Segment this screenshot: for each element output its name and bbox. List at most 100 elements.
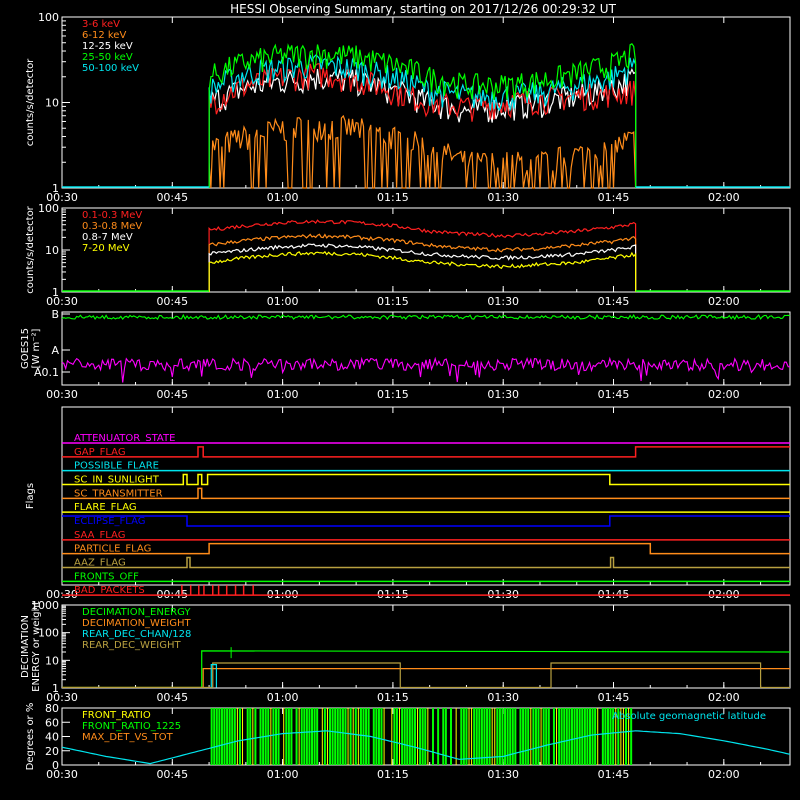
flags-label-5: SC_TRANSMITTER bbox=[74, 488, 163, 499]
high_energy_rates-legend-entry: 0.3-0.8 MeV bbox=[82, 221, 142, 232]
ratios-y-tick-label: 80 bbox=[45, 702, 59, 715]
high_energy_rates-series-3-line bbox=[208, 243, 637, 292]
ratios-y-tick-label: 20 bbox=[45, 745, 59, 758]
flags-label-9: PARTICLE_FLAG bbox=[74, 544, 151, 555]
flags-label-2: GAP_FLAG bbox=[74, 447, 126, 458]
low_energy_rates-x-tick-label: 01:00 bbox=[267, 191, 299, 204]
decimation-x-tick-label: 01:00 bbox=[267, 691, 299, 704]
figure-title: HESSI Observing Summary, starting on 201… bbox=[230, 2, 616, 16]
flags-trace-10 bbox=[62, 556, 790, 569]
flags-trace-4 bbox=[62, 473, 790, 486]
decimation-y-tick-label: 10 bbox=[45, 654, 59, 667]
goes15-series-1-line bbox=[61, 313, 791, 321]
flags-label-10: AAZ_FLAG bbox=[74, 558, 126, 569]
high_energy_rates-y-tick-label: 10 bbox=[45, 244, 59, 257]
high_energy_rates-series-2-line bbox=[208, 233, 637, 292]
high_energy_rates-series-4-line bbox=[208, 250, 637, 292]
high_energy_rates-y-tick-label: 100 bbox=[38, 202, 59, 215]
low_energy_rates-y-label: counts/s/detector bbox=[25, 58, 36, 146]
low_energy_rates-x-tick-label: 00:45 bbox=[156, 191, 188, 204]
flags-trace-7 bbox=[62, 515, 790, 527]
ratios-x-tick-label: 01:15 bbox=[377, 768, 409, 781]
ratios-latitude-label: Absolute geomagnetic latitude bbox=[612, 711, 766, 722]
decimation-x-tick-label: 01:15 bbox=[377, 691, 409, 704]
ratios-y-label: Degrees or % bbox=[25, 703, 36, 771]
decimation-legend-entry: DECIMATION_ENERGY bbox=[82, 607, 191, 618]
goes15-y-label: [W m⁻²] bbox=[31, 328, 42, 368]
high_energy_rates-legend-entry: 0.1-0.3 MeV bbox=[82, 210, 142, 221]
decimation-y-label: ENERGY or weight bbox=[31, 601, 42, 692]
ratios-x-tick-label: 00:30 bbox=[46, 768, 78, 781]
decimation-x-tick-label: 00:45 bbox=[156, 691, 188, 704]
flags-y-label: Flags bbox=[25, 483, 36, 509]
low_energy_rates-series-3-line bbox=[208, 67, 637, 188]
high_energy_rates-x-tick-label: 02:00 bbox=[708, 295, 740, 308]
low_energy_rates-y-tick-label: 100 bbox=[38, 11, 59, 24]
high_energy_rates-y-label: counts/s/detector bbox=[25, 205, 36, 293]
low_energy_rates-x-tick-label: 01:15 bbox=[377, 191, 409, 204]
decimation-legend-entry: REAR_DEC_CHAN/128 bbox=[82, 629, 191, 640]
ratios-y-tick-label: 0 bbox=[52, 759, 59, 772]
flags-label-11: FRONTS_OFF bbox=[74, 571, 139, 582]
flags-label-3: POSSIBLE_FLARE bbox=[74, 461, 159, 472]
flags-frame bbox=[61, 406, 791, 586]
panels-group: 00:30 00:45 01:00 01:15 01:30 01:45 02:00 count… bbox=[20, 11, 791, 781]
decimation-rear-dec-chan-line bbox=[210, 664, 218, 688]
low_energy_rates-legend-entry: 3-6 keV bbox=[82, 19, 120, 30]
low_energy_rates-series-1-line bbox=[208, 63, 637, 188]
high_energy_rates-legend-entry: 0.8-7 MeV bbox=[82, 232, 133, 243]
goes15-x-tick-label: 00:30 bbox=[46, 388, 78, 401]
low_energy_rates-x-tick-label: 00:30 bbox=[46, 191, 78, 204]
ratios-x-tick-label: 00:45 bbox=[156, 768, 188, 781]
high_energy_rates-x-tick-label: 01:00 bbox=[267, 295, 299, 308]
goes15-x-tick-label: 01:15 bbox=[377, 388, 409, 401]
goes15-x-tick-label: 01:30 bbox=[487, 388, 519, 401]
flags-label-12: BAD_PACKETS bbox=[74, 585, 145, 596]
high_energy_rates-x-tick-label: 01:15 bbox=[377, 295, 409, 308]
ratios-legend-entry: MAX_DET_VS_TOT bbox=[82, 732, 174, 743]
high_energy_rates-legend-entry: 7-20 MeV bbox=[82, 243, 130, 254]
low_energy_rates-series-4-line bbox=[208, 43, 637, 188]
goes15-frame bbox=[61, 311, 791, 386]
high_energy_rates-x-tick-label: 01:45 bbox=[598, 295, 630, 308]
low_energy_rates-x-tick-label: 01:30 bbox=[487, 191, 519, 204]
low_energy_rates-x-tick-label: 02:00 bbox=[708, 191, 740, 204]
flags-label-6: FLARE_FLAG bbox=[74, 502, 137, 513]
decimation-legend-entry: REAR_DEC_WEIGHT bbox=[82, 640, 181, 651]
low_energy_rates-legend-entry: 50-100 keV bbox=[82, 63, 139, 74]
goes15-x-tick-label: 00:45 bbox=[156, 388, 188, 401]
flags-label-7: ECLIPSE_FLAG bbox=[74, 516, 145, 527]
goes15-x-tick-label: 01:00 bbox=[267, 388, 299, 401]
ratios-y-tick-label: 60 bbox=[45, 716, 59, 729]
low_energy_rates-y-tick-label: 10 bbox=[45, 97, 59, 110]
low_energy_rates-legend-entry: 25-50 keV bbox=[82, 52, 133, 63]
goes15-y-tick-label: A0.1 bbox=[34, 366, 59, 379]
high_energy_rates-x-tick-label: 01:30 bbox=[487, 295, 519, 308]
ratios-legend-entry: FRONT_RATIO bbox=[82, 710, 151, 721]
flags-trace-5 bbox=[62, 487, 790, 500]
goes15-y-label: GOES15 bbox=[20, 328, 31, 369]
low_energy_rates-legend-entry: 12-25 keV bbox=[82, 41, 133, 52]
decimation-y-label: DECIMATION bbox=[20, 615, 31, 678]
high_energy_rates-x-tick-label: 00:45 bbox=[156, 295, 188, 308]
low_energy_rates-series-2-line bbox=[208, 114, 637, 189]
flags-label-8: SAA_FLAG bbox=[74, 530, 125, 541]
low_energy_rates-legend-entry: 6-12 keV bbox=[82, 30, 126, 41]
high_energy_rates-series-1-line bbox=[208, 219, 637, 292]
ratios-x-tick-label: 01:00 bbox=[267, 768, 299, 781]
ratios-x-tick-label: 01:45 bbox=[598, 768, 630, 781]
high_energy_rates-y-tick-label: 1 bbox=[52, 286, 59, 299]
decimation-x-tick-label: 00:30 bbox=[46, 691, 78, 704]
goes15-y-tick-label: A bbox=[51, 344, 59, 357]
low_energy_rates-x-tick-label: 01:45 bbox=[598, 191, 630, 204]
goes15-series-2-line bbox=[61, 356, 791, 383]
decimation-rear-dec-weight-line bbox=[62, 662, 790, 689]
low_energy_rates-y-tick-label: 1 bbox=[52, 182, 59, 195]
flags-trace-2 bbox=[62, 446, 790, 458]
ratios-x-tick-label: 01:30 bbox=[487, 768, 519, 781]
decimation-x-tick-label: 01:45 bbox=[598, 691, 630, 704]
ratios-y-tick-label: 40 bbox=[45, 731, 59, 744]
flags-label-1: ATTENUATOR_STATE bbox=[74, 433, 175, 444]
decimation-y-tick-label: 1000 bbox=[31, 599, 59, 612]
